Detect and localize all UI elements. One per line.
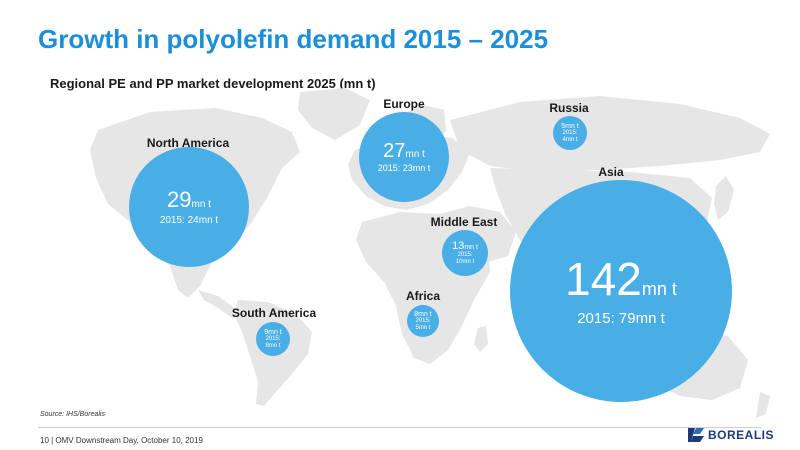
region-label-south-america: South America bbox=[231, 306, 317, 320]
russia-shape bbox=[450, 96, 770, 172]
prev-value-south-america: 8mn t bbox=[265, 342, 281, 349]
prev-north-america: 2015: 24mn t bbox=[159, 214, 219, 226]
madagascar-shape bbox=[474, 326, 488, 352]
value-middle-east: 13 bbox=[452, 240, 465, 253]
bubble-north-america: 29mn t 2015: 24mn t bbox=[129, 147, 249, 267]
prev-label-russia: 2015: bbox=[562, 130, 578, 137]
region-label-north-america: North America bbox=[146, 136, 230, 150]
region-label-russia: Russia bbox=[549, 101, 589, 115]
new-zealand-shape bbox=[756, 392, 770, 418]
unit-europe: mn t bbox=[405, 149, 425, 161]
borealis-logo: BOREALIS bbox=[687, 428, 774, 442]
bubble-asia: 142mn t 2015: 79mn t bbox=[510, 180, 732, 402]
bubble-europe: 27mn t 2015: 23mn t bbox=[359, 112, 449, 202]
unit-north-america: mn t bbox=[191, 199, 211, 211]
page-footer: 10 | OMV Downstream Day, October 10, 201… bbox=[40, 436, 203, 445]
prev-value-russia: 4mn t bbox=[562, 136, 578, 143]
value-south-america: 9mn t bbox=[264, 328, 282, 336]
value-north-america: 29 bbox=[167, 187, 192, 213]
region-label-africa: Africa bbox=[405, 289, 441, 303]
prev-label-south-america: 2015: bbox=[265, 336, 281, 343]
value-russia: 5mn t bbox=[561, 122, 579, 130]
bubble-middle-east: 13mn t 2015: 10mn t bbox=[442, 230, 488, 276]
value-asia: 142 bbox=[565, 253, 642, 306]
prev-asia: 2015: 79mn t bbox=[577, 310, 665, 328]
value-africa: 8mn t bbox=[414, 310, 432, 318]
region-label-middle-east: Middle East bbox=[430, 215, 498, 229]
logo-text: BOREALIS bbox=[707, 428, 774, 442]
slide-title: Growth in polyolefin demand 2015 – 2025 bbox=[38, 24, 549, 54]
region-label-europe: Europe bbox=[383, 97, 425, 111]
bubble-africa: 8mn t 2015: 5mn t bbox=[407, 305, 439, 337]
region-label-asia: Asia bbox=[598, 165, 624, 179]
prev-value-africa: 5mn t bbox=[415, 324, 431, 331]
unit-asia: mn t bbox=[641, 279, 677, 300]
borealis-logo-icon bbox=[687, 428, 704, 442]
footer-divider bbox=[38, 427, 762, 428]
central-america-shape bbox=[198, 290, 240, 318]
prev-label-africa: 2015: bbox=[415, 318, 431, 325]
japan-shape bbox=[714, 176, 734, 220]
bubble-south-america: 9mn t 2015: 8mn t bbox=[256, 322, 290, 356]
prev-label-middle-east: 2015: bbox=[457, 252, 473, 259]
greenland-shape bbox=[298, 88, 370, 140]
source-note: Source: IHS/Borealis bbox=[40, 411, 105, 418]
bubble-russia: 5mn t 2015: 4mn t bbox=[553, 116, 587, 150]
slide-subtitle: Regional PE and PP market development 20… bbox=[50, 76, 376, 91]
prev-europe: 2015: 23mn t bbox=[377, 163, 431, 174]
unit-middle-east: mn t bbox=[464, 244, 478, 252]
value-europe: 27 bbox=[383, 140, 406, 163]
prev-value-middle-east: 10mn t bbox=[455, 259, 475, 266]
